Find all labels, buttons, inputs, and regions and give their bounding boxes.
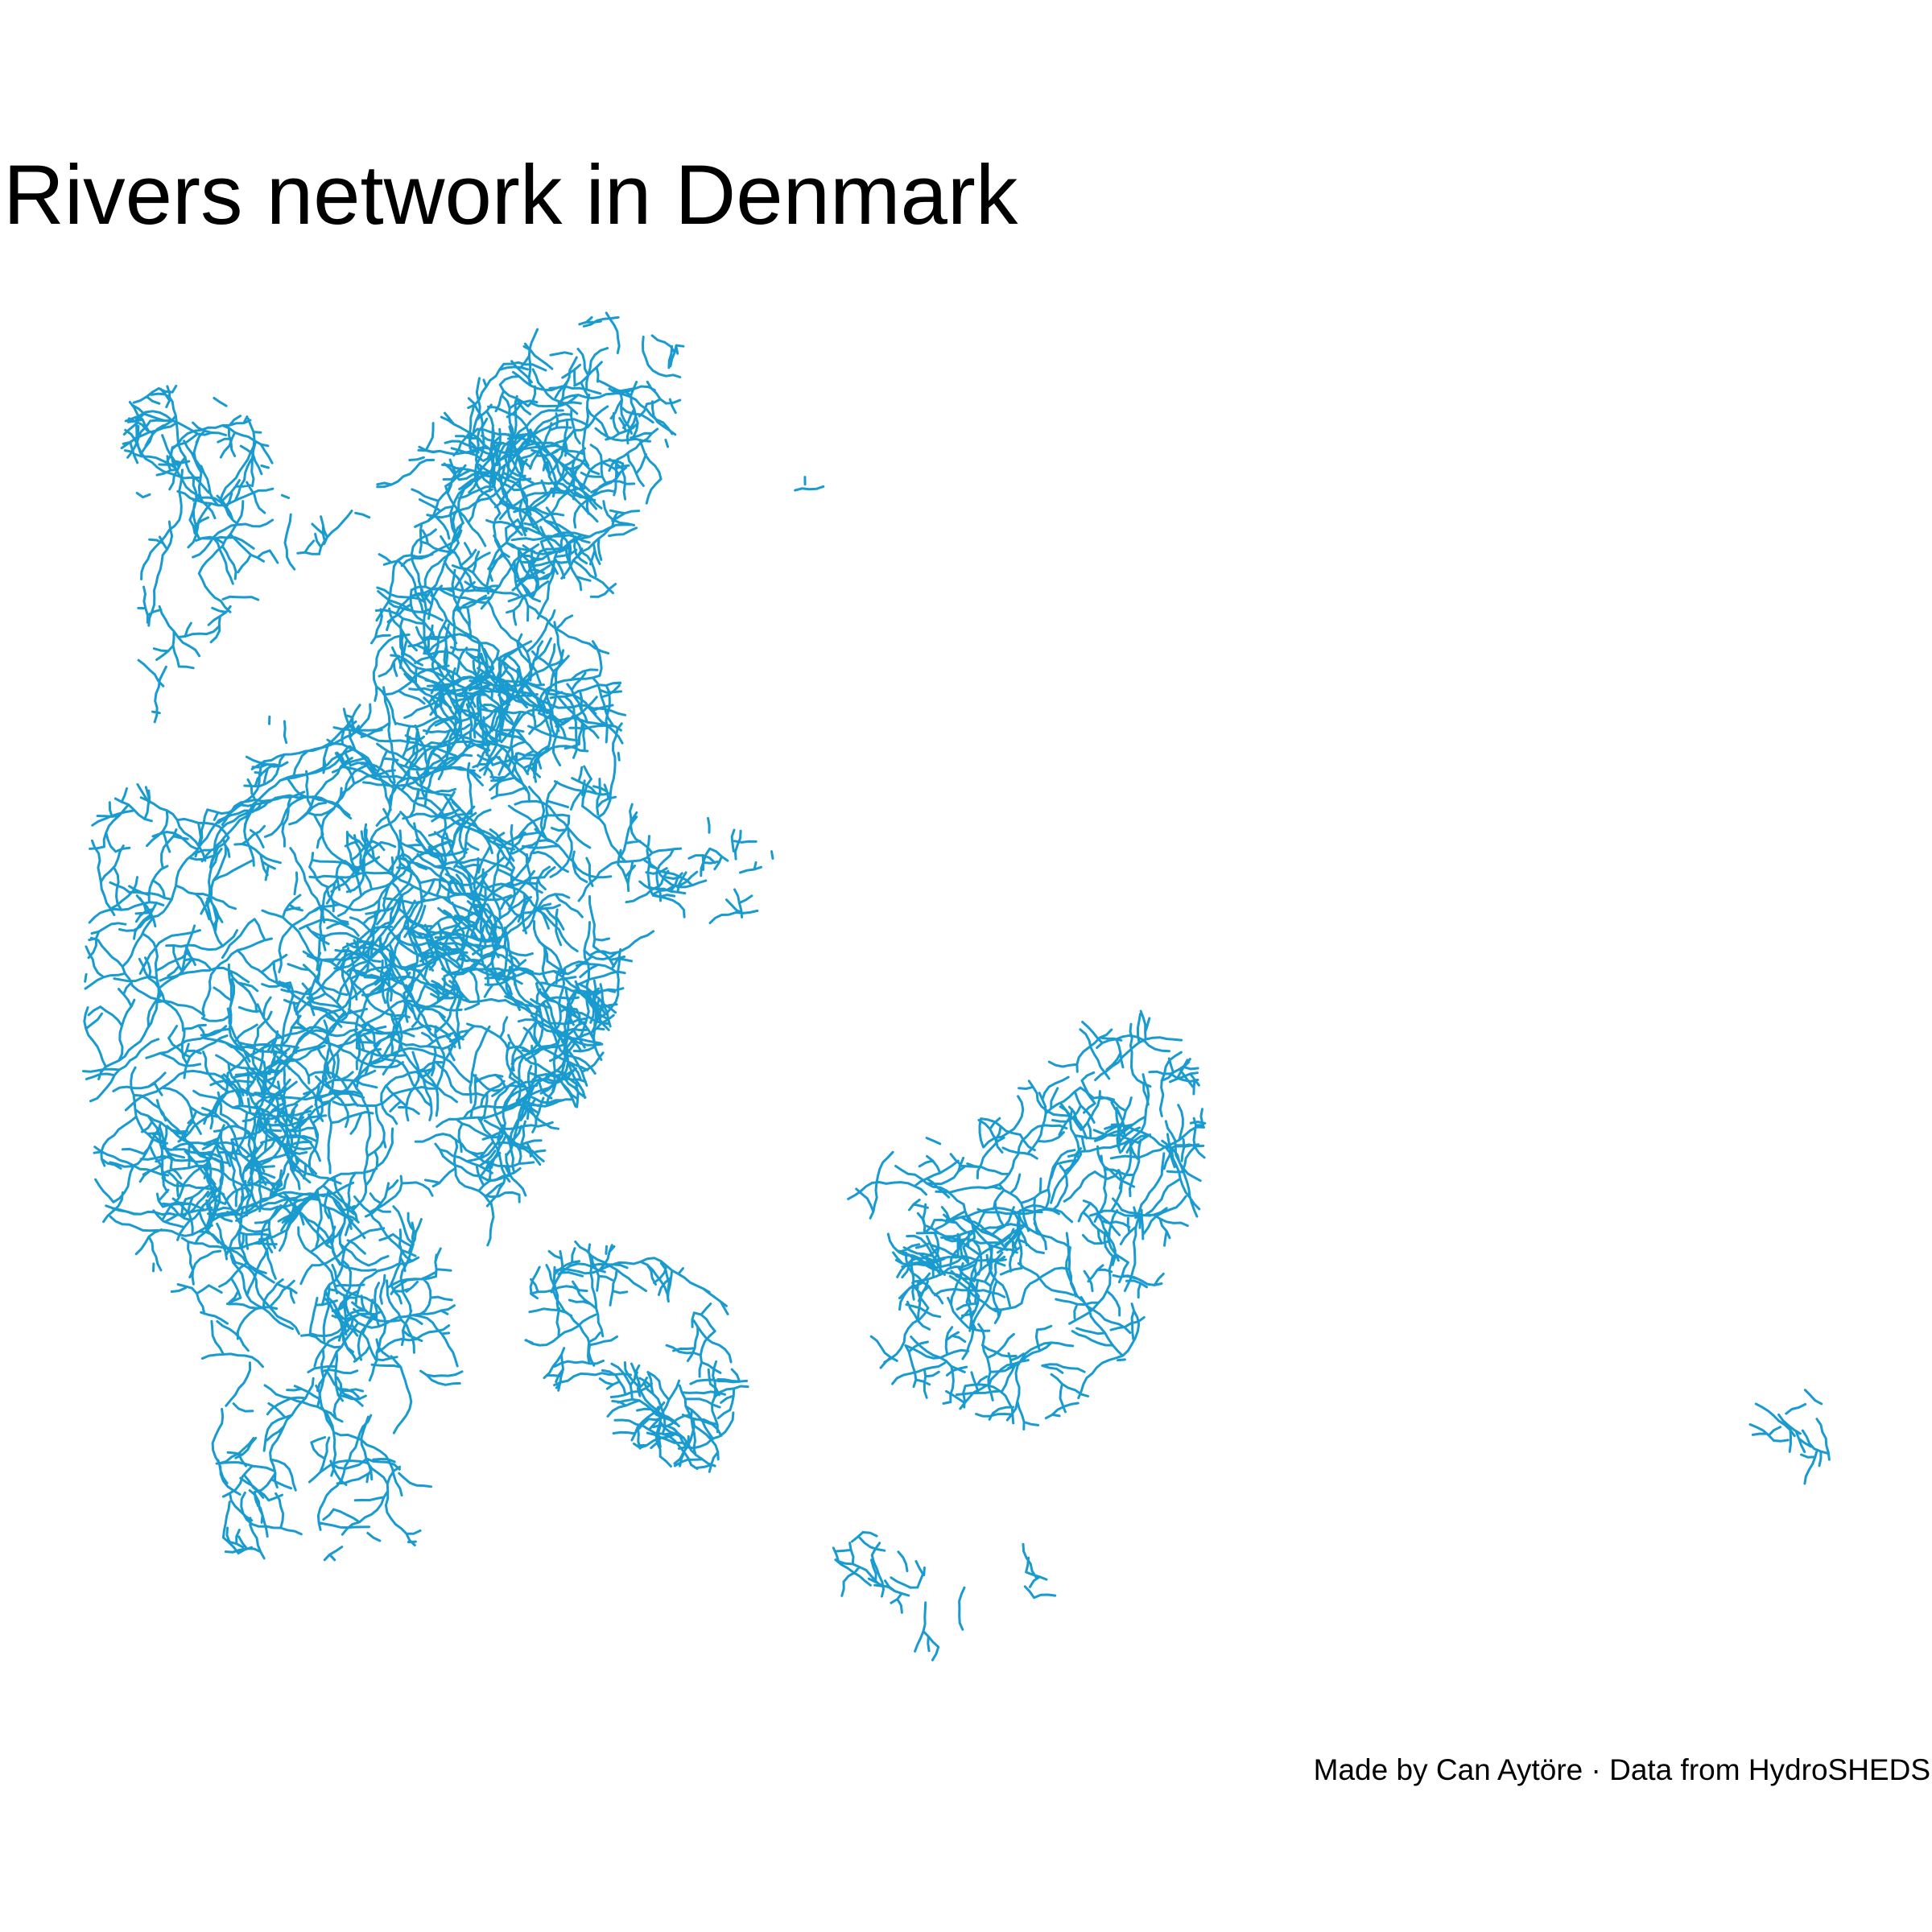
laeso-rivers-river-lines (794, 476, 825, 492)
laeso-rivers (794, 476, 825, 492)
lolland-falster-rivers-river-lines (832, 1530, 966, 1662)
moen-rivers-river-lines (1022, 1542, 1057, 1600)
funen-rivers (524, 1241, 749, 1473)
bornholm-rivers-river-lines (1748, 1389, 1831, 1485)
djursland-rivers-river-lines (643, 816, 774, 925)
map-caption: Made by Can Aytöre · Data from HydroSHED… (1313, 1753, 1930, 1786)
djursland-rivers (643, 816, 774, 925)
lolland-falster-rivers (832, 1530, 966, 1662)
bornholm-rivers (1748, 1389, 1831, 1485)
map-title: Rivers network in Denmark (3, 148, 1018, 242)
jutland-rivers (82, 312, 762, 1562)
vendsyssel-rivers-river-lines (458, 316, 685, 580)
funen-rivers-river-lines (524, 1241, 749, 1473)
vendsyssel-rivers (458, 316, 685, 580)
jutland-rivers-river-lines (82, 312, 762, 1562)
zealand-rivers (847, 1009, 1207, 1430)
zealand-rivers-river-lines (847, 1009, 1207, 1430)
moen-rivers (1022, 1542, 1057, 1600)
